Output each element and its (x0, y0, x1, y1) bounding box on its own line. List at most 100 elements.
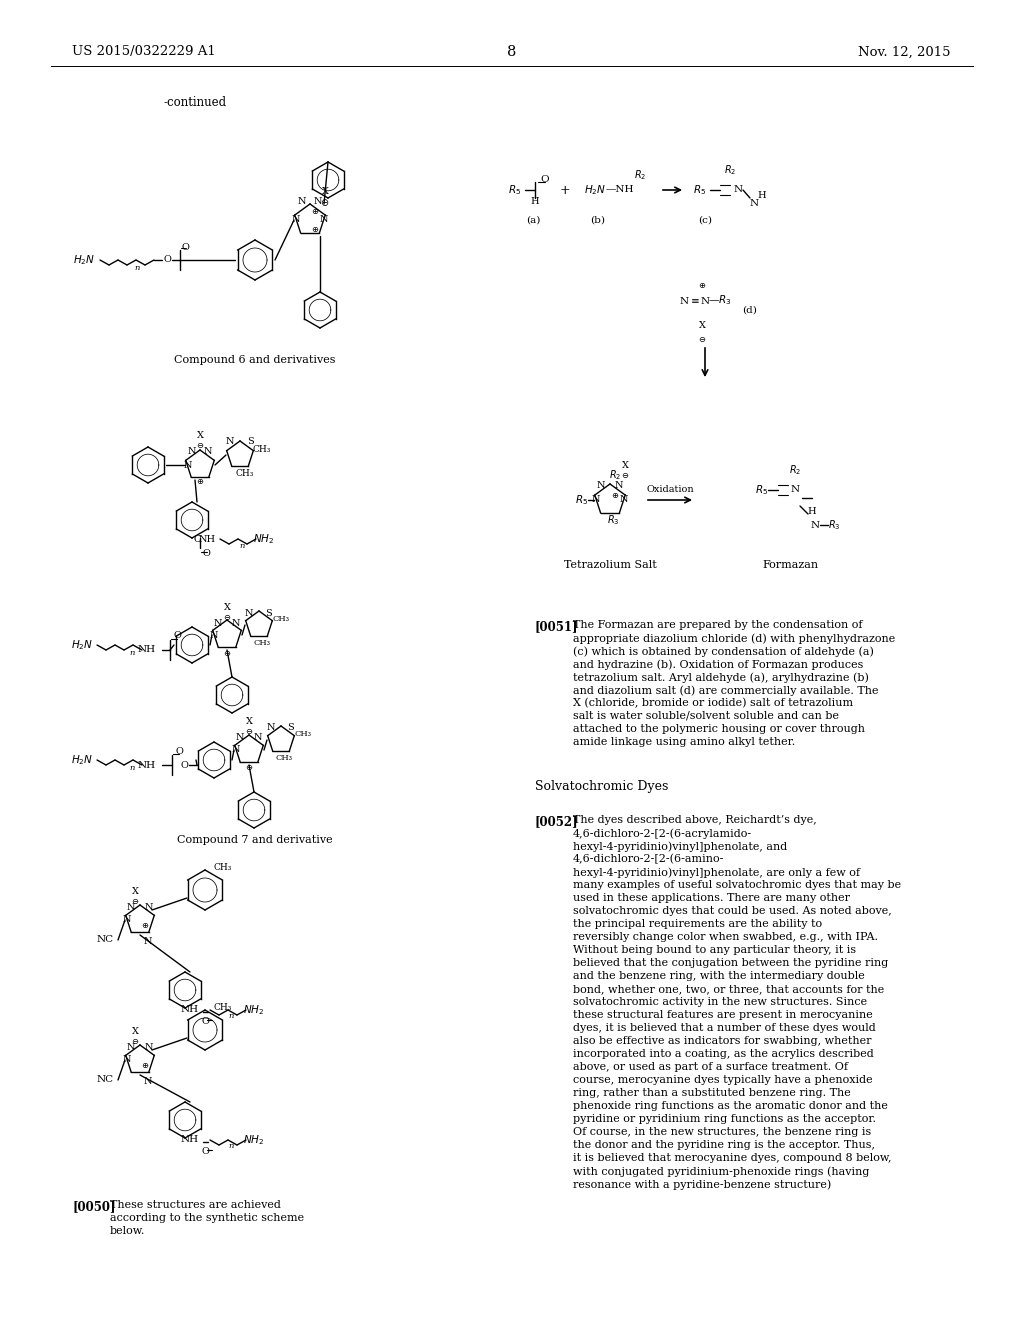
Text: solvatochromic dyes that could be used. As noted above,: solvatochromic dyes that could be used. … (573, 906, 892, 916)
Text: H: H (530, 198, 540, 206)
Text: $R_2$: $R_2$ (724, 164, 736, 177)
Text: CH₃: CH₃ (295, 730, 311, 738)
Text: below.: below. (110, 1226, 145, 1236)
Text: the donor and the pyridine ring is the acceptor. Thus,: the donor and the pyridine ring is the a… (573, 1140, 874, 1150)
Text: CH₃: CH₃ (214, 1003, 232, 1012)
Text: O: O (175, 747, 183, 755)
Text: CH₃: CH₃ (253, 446, 271, 454)
Text: $\ominus$: $\ominus$ (245, 727, 253, 737)
Text: NH: NH (199, 536, 216, 544)
Text: $H_2N$: $H_2N$ (71, 638, 93, 652)
Text: H: H (808, 507, 816, 516)
Text: and hydrazine (b). Oxidation of Formazan produces: and hydrazine (b). Oxidation of Formazan… (573, 659, 863, 669)
Text: X: X (622, 461, 629, 470)
Text: N: N (254, 734, 262, 742)
Text: N: N (791, 486, 800, 495)
Text: NH: NH (181, 1006, 199, 1015)
Text: hexyl-4-pyridinio)vinyl]phenolate, are only a few of: hexyl-4-pyridinio)vinyl]phenolate, are o… (573, 867, 860, 878)
Text: O: O (181, 243, 189, 252)
Text: $\oplus$: $\oplus$ (141, 920, 150, 929)
Text: ring, rather than a substituted benzene ring. The: ring, rather than a substituted benzene … (573, 1088, 851, 1098)
Text: X: X (698, 321, 706, 330)
Text: O: O (202, 549, 210, 558)
Text: Without being bound to any particular theory, it is: Without being bound to any particular th… (573, 945, 856, 954)
Text: solvatochromic activity in the new structures. Since: solvatochromic activity in the new struc… (573, 997, 867, 1007)
Text: n: n (228, 1012, 233, 1020)
Text: $R_5$: $R_5$ (756, 483, 769, 496)
Text: N: N (225, 437, 234, 446)
Text: n: n (134, 264, 139, 272)
Text: N: N (614, 482, 624, 491)
Text: N: N (210, 631, 218, 639)
Text: [0051]: [0051] (535, 620, 579, 634)
Text: O: O (541, 176, 549, 185)
Text: 4,6-dichloro-2-[2-(6-amino-: 4,6-dichloro-2-[2-(6-amino- (573, 854, 724, 865)
Text: it is believed that merocyanine dyes, compound 8 below,: it is believed that merocyanine dyes, co… (573, 1152, 892, 1163)
Text: N: N (266, 723, 275, 733)
Text: n: n (240, 543, 245, 550)
Text: $NH_2$: $NH_2$ (244, 1003, 264, 1016)
Text: $\ominus$: $\ominus$ (321, 197, 330, 207)
Text: C: C (194, 536, 201, 544)
Text: $\ominus$: $\ominus$ (698, 335, 707, 345)
Text: NC: NC (96, 936, 114, 945)
Text: CH₃: CH₃ (275, 754, 293, 762)
Text: -continued: -continued (164, 96, 226, 110)
Text: O: O (163, 256, 171, 264)
Text: N: N (245, 609, 253, 618)
Text: believed that the conjugation between the pyridine ring: believed that the conjugation between th… (573, 958, 888, 968)
Text: Nov. 12, 2015: Nov. 12, 2015 (857, 45, 950, 58)
Text: —NH: —NH (606, 186, 634, 194)
Text: The Formazan are prepared by the condensation of: The Formazan are prepared by the condens… (573, 620, 862, 630)
Text: X: X (131, 887, 138, 896)
Text: phenoxide ring functions as the aromatic donor and the: phenoxide ring functions as the aromatic… (573, 1101, 888, 1111)
Text: these structural features are present in merocyanine: these structural features are present in… (573, 1010, 872, 1020)
Text: N: N (143, 937, 153, 946)
Text: (d): (d) (742, 305, 758, 314)
Text: O: O (173, 631, 181, 640)
Text: according to the synthetic scheme: according to the synthetic scheme (110, 1213, 304, 1224)
Text: (b): (b) (591, 215, 605, 224)
Text: $H_2N$: $H_2N$ (584, 183, 606, 197)
Text: X (chloride, bromide or iodide) salt of tetrazolium: X (chloride, bromide or iodide) salt of … (573, 698, 853, 709)
Text: N: N (750, 199, 759, 209)
Text: the principal requirements are the ability to: the principal requirements are the abili… (573, 919, 822, 929)
Text: N: N (298, 198, 306, 206)
Text: Compound 6 and derivatives: Compound 6 and derivatives (174, 355, 336, 366)
Text: [0052]: [0052] (535, 814, 579, 828)
Text: N: N (236, 734, 245, 742)
Text: $R_5$: $R_5$ (693, 183, 707, 197)
Text: with conjugated pyridinium-phenoxide rings (having: with conjugated pyridinium-phenoxide rin… (573, 1166, 869, 1176)
Text: N: N (810, 520, 819, 529)
Text: N: N (127, 903, 135, 912)
Text: N: N (597, 482, 605, 491)
Text: H: H (758, 191, 766, 201)
Text: X: X (246, 718, 253, 726)
Text: pyridine or pyridinium ring functions as the acceptor.: pyridine or pyridinium ring functions as… (573, 1114, 876, 1125)
Text: above, or used as part of a surface treatment. Of: above, or used as part of a surface trea… (573, 1063, 848, 1072)
Text: NH: NH (181, 1135, 199, 1144)
Text: N: N (123, 916, 131, 924)
Text: N: N (592, 495, 600, 504)
Text: S: S (265, 609, 272, 618)
Text: n: n (129, 649, 135, 657)
Text: X: X (322, 187, 329, 197)
Text: $R_2$: $R_2$ (788, 463, 801, 477)
Text: [0050]: [0050] (72, 1200, 116, 1213)
Text: X: X (223, 602, 230, 611)
Text: X: X (197, 430, 204, 440)
Text: used in these applications. There are many other: used in these applications. There are ma… (573, 894, 850, 903)
Text: NH: NH (138, 645, 156, 655)
Text: $\oplus$: $\oplus$ (245, 763, 253, 772)
Text: (a): (a) (525, 215, 541, 224)
Text: tetrazolium salt. Aryl aldehyde (a), arylhydrazine (b): tetrazolium salt. Aryl aldehyde (a), ary… (573, 672, 869, 682)
Text: N: N (319, 215, 329, 224)
Text: $NH_2$: $NH_2$ (253, 532, 274, 546)
Text: N: N (733, 186, 742, 194)
Text: $R_2$: $R_2$ (609, 469, 622, 482)
Text: Oxidation: Oxidation (646, 486, 694, 495)
Text: and diazolium salt (d) are commercially available. The: and diazolium salt (d) are commercially … (573, 685, 879, 696)
Text: N: N (144, 903, 154, 912)
Text: Of course, in the new structures, the benzene ring is: Of course, in the new structures, the be… (573, 1127, 871, 1137)
Text: n: n (129, 764, 135, 772)
